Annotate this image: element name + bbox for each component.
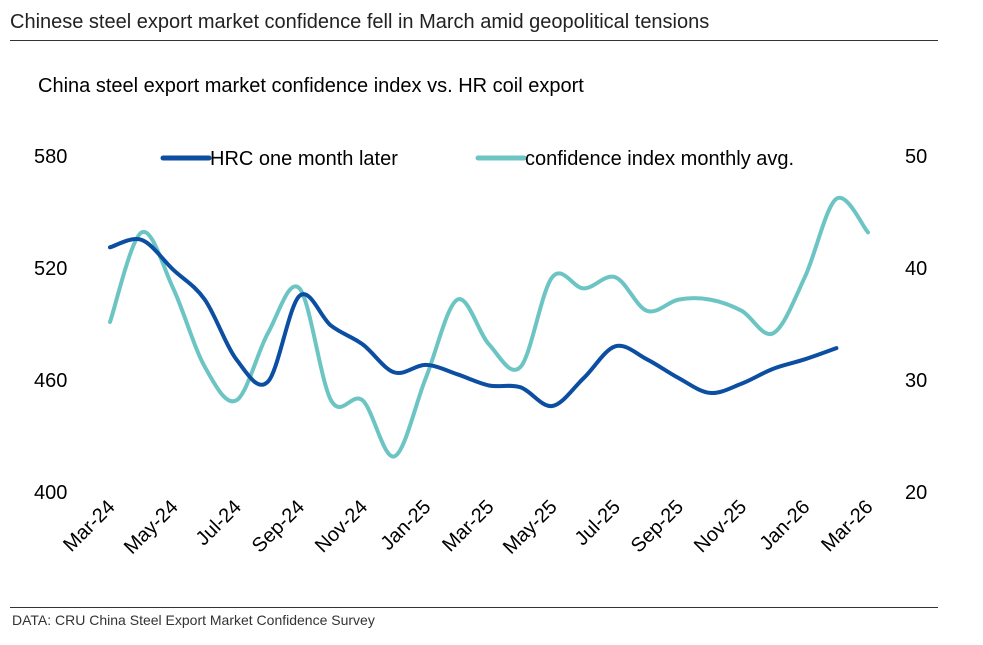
chart-title: China steel export market confidence ind… <box>38 75 584 97</box>
legend-item-hrc: HRC one month later <box>160 148 398 170</box>
x-tick-label: Sep-25 <box>627 496 688 557</box>
x-tick-label: May-25 <box>499 496 562 559</box>
legend-item-confidence: confidence index monthly avg. <box>475 148 794 170</box>
left-tick-label: 580 <box>34 146 67 168</box>
left-tick-label: 520 <box>34 258 67 280</box>
legend-label: confidence index monthly avg. <box>525 148 794 170</box>
x-tick-label: Nov-25 <box>690 496 751 557</box>
x-tick-label: Sep-24 <box>248 496 309 557</box>
x-tick-label: Jul-25 <box>571 496 625 550</box>
x-tick-label: Jan-26 <box>756 496 815 555</box>
x-tick-label: Jul-24 <box>192 496 246 550</box>
x-tick-label: Mar-24 <box>59 496 119 556</box>
x-tick-label: Nov-24 <box>311 496 372 557</box>
x-tick-label: Jan-25 <box>377 496 436 555</box>
series-layer <box>108 195 870 459</box>
chart-headline: Chinese steel export market confidence f… <box>10 11 710 33</box>
right-tick-label: 30 <box>905 370 927 392</box>
x-tick-label: Mar-25 <box>438 496 498 556</box>
bottom-rule <box>10 607 938 608</box>
right-tick-label: 40 <box>905 258 927 280</box>
right-tick-label: 50 <box>905 146 927 168</box>
left-tick-label: 400 <box>34 482 67 504</box>
left-tick-label: 460 <box>34 370 67 392</box>
hrc-series-line <box>108 237 839 409</box>
legend-label: HRC one month later <box>210 148 398 170</box>
confidence-series-line <box>108 195 870 459</box>
left-axis: 400 460 520 580 <box>34 146 67 504</box>
data-source-note: DATA: CRU China Steel Export Market Conf… <box>12 612 375 628</box>
top-rule <box>10 40 938 41</box>
x-axis: Mar-24 May-24 Jul-24 Sep-24 Nov-24 Jan-25 Mar-… <box>59 496 877 559</box>
x-tick-label: Mar-26 <box>817 496 877 556</box>
right-tick-label: 20 <box>905 482 927 504</box>
x-tick-label: May-24 <box>120 496 183 559</box>
right-axis: 20 30 40 50 <box>905 146 927 504</box>
legend: HRC one month later confidence index mont… <box>160 148 794 170</box>
chart-canvas: China steel export market confidence ind… <box>34 75 927 559</box>
